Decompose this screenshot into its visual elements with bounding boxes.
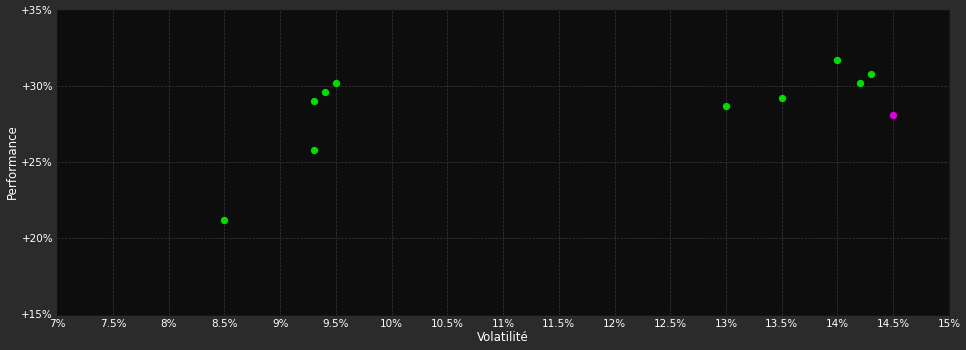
Point [317,89,332,95]
Point [216,217,232,223]
Y-axis label: Performance: Performance [6,125,18,200]
X-axis label: Volatilité: Volatilité [477,331,529,344]
Point [774,95,789,101]
Point [719,103,734,108]
Point [306,147,322,153]
Point [328,80,344,85]
Point [886,112,901,118]
Point [830,57,845,63]
Point [306,98,322,104]
Point [852,80,867,85]
Point [864,71,879,76]
